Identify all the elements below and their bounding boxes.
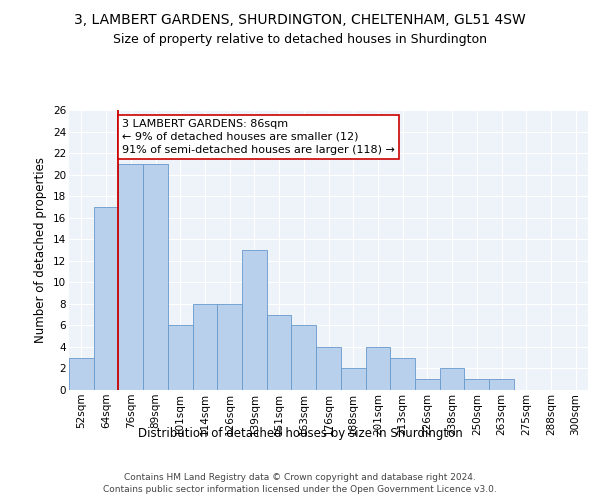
Bar	[292, 326, 316, 390]
Bar	[168, 326, 193, 390]
Bar	[217, 304, 242, 390]
Text: Contains HM Land Registry data © Crown copyright and database right 2024.
Contai: Contains HM Land Registry data © Crown c…	[103, 472, 497, 494]
Bar	[242, 250, 267, 390]
Bar	[193, 304, 217, 390]
Text: 3, LAMBERT GARDENS, SHURDINGTON, CHELTENHAM, GL51 4SW: 3, LAMBERT GARDENS, SHURDINGTON, CHELTEN…	[74, 12, 526, 26]
Bar	[415, 379, 440, 390]
Bar	[316, 347, 341, 390]
Bar	[118, 164, 143, 390]
Bar	[440, 368, 464, 390]
Bar	[365, 347, 390, 390]
Bar	[143, 164, 168, 390]
Text: Distribution of detached houses by size in Shurdington: Distribution of detached houses by size …	[137, 428, 463, 440]
Y-axis label: Number of detached properties: Number of detached properties	[34, 157, 47, 343]
Bar	[94, 207, 118, 390]
Bar	[69, 358, 94, 390]
Text: 3 LAMBERT GARDENS: 86sqm
← 9% of detached houses are smaller (12)
91% of semi-de: 3 LAMBERT GARDENS: 86sqm ← 9% of detache…	[122, 118, 395, 155]
Bar	[464, 379, 489, 390]
Bar	[489, 379, 514, 390]
Bar	[341, 368, 365, 390]
Bar	[267, 314, 292, 390]
Text: Size of property relative to detached houses in Shurdington: Size of property relative to detached ho…	[113, 32, 487, 46]
Bar	[390, 358, 415, 390]
